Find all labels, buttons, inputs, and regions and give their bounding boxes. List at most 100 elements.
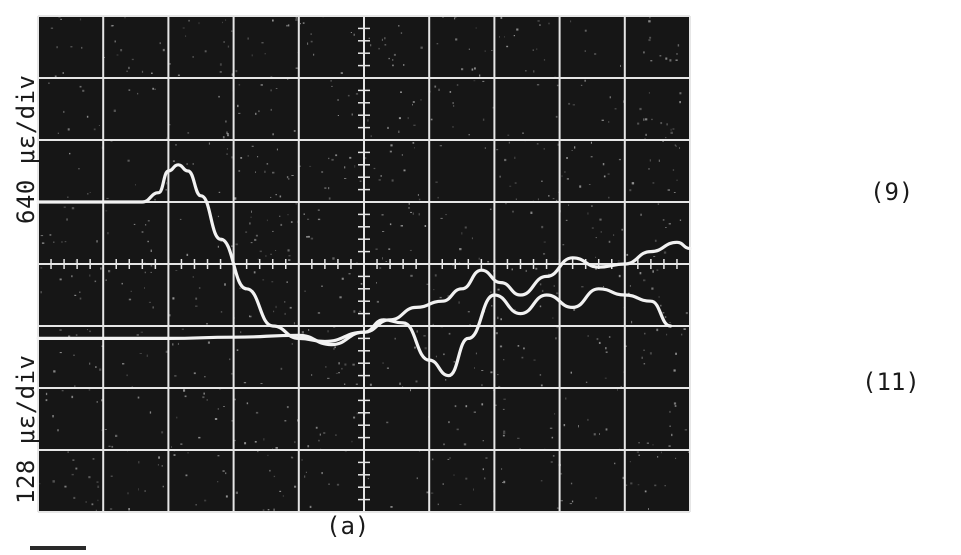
- noise-speck: [388, 248, 391, 250]
- noise-speck: [667, 189, 670, 191]
- noise-speck: [141, 70, 144, 73]
- series-label-9: (9): [870, 178, 914, 206]
- noise-speck: [254, 238, 257, 241]
- noise-speck: [679, 101, 681, 104]
- noise-speck: [110, 24, 113, 27]
- noise-speck: [389, 150, 392, 153]
- noise-speck: [295, 17, 298, 19]
- noise-speck: [454, 405, 457, 408]
- noise-speck: [229, 358, 231, 361]
- noise-speck: [300, 23, 301, 25]
- noise-speck: [430, 492, 434, 494]
- noise-speck: [620, 64, 621, 67]
- noise-speck: [287, 249, 290, 252]
- noise-speck: [272, 133, 274, 136]
- noise-speck: [663, 251, 667, 254]
- noise-speck: [198, 22, 200, 25]
- noise-speck: [497, 374, 499, 376]
- noise-speck: [69, 152, 71, 155]
- noise-speck: [198, 287, 201, 289]
- noise-speck: [555, 115, 558, 118]
- noise-speck: [622, 476, 625, 480]
- noise-speck: [398, 130, 400, 133]
- noise-speck: [648, 39, 651, 42]
- noise-speck: [443, 353, 445, 356]
- noise-speck: [654, 239, 657, 242]
- corner-mark: [30, 546, 86, 550]
- noise-speck: [222, 136, 225, 139]
- noise-speck: [657, 456, 659, 458]
- noise-speck: [376, 282, 377, 284]
- noise-speck: [602, 163, 605, 166]
- noise-speck: [305, 471, 307, 473]
- noise-speck: [100, 267, 102, 270]
- noise-speck: [410, 389, 411, 392]
- noise-speck: [154, 88, 156, 90]
- noise-speck: [408, 202, 410, 205]
- noise-speck: [651, 118, 653, 121]
- noise-speck: [653, 256, 656, 257]
- noise-speck: [646, 442, 649, 444]
- noise-speck: [385, 261, 388, 262]
- noise-speck: [183, 389, 186, 392]
- noise-speck: [560, 500, 563, 502]
- noise-speck: [672, 128, 675, 130]
- noise-speck: [484, 147, 486, 149]
- noise-speck: [206, 399, 208, 401]
- noise-speck: [293, 322, 295, 325]
- noise-speck: [130, 290, 132, 292]
- noise-speck: [338, 372, 340, 374]
- noise-speck: [128, 66, 130, 70]
- noise-speck: [124, 16, 126, 19]
- noise-speck: [676, 53, 678, 55]
- noise-speck: [309, 165, 312, 167]
- noise-speck: [674, 144, 676, 146]
- noise-speck: [666, 333, 668, 336]
- noise-speck: [468, 134, 470, 136]
- noise-speck: [231, 73, 233, 76]
- noise-speck: [394, 337, 396, 340]
- noise-speck: [121, 282, 123, 285]
- noise-speck: [321, 285, 323, 287]
- noise-speck: [515, 198, 517, 200]
- noise-speck: [670, 131, 673, 134]
- noise-speck: [360, 283, 363, 285]
- noise-speck: [536, 48, 538, 51]
- noise-speck: [247, 155, 249, 157]
- noise-speck: [225, 472, 227, 475]
- noise-speck: [407, 117, 409, 120]
- noise-speck: [137, 92, 139, 95]
- noise-speck: [563, 424, 566, 427]
- noise-speck: [54, 75, 57, 78]
- noise-speck: [435, 181, 438, 183]
- noise-speck: [447, 295, 450, 298]
- noise-speck: [286, 406, 289, 409]
- noise-speck: [294, 485, 297, 488]
- noise-speck: [554, 413, 556, 415]
- noise-speck: [251, 54, 253, 57]
- noise-speck: [514, 182, 517, 184]
- noise-speck: [349, 156, 352, 159]
- noise-speck: [45, 399, 48, 402]
- noise-speck: [75, 467, 78, 470]
- noise-speck: [335, 154, 338, 157]
- noise-speck: [507, 134, 510, 136]
- noise-speck: [245, 231, 248, 233]
- noise-speck: [237, 104, 239, 108]
- noise-speck: [584, 29, 587, 32]
- noise-speck: [355, 383, 358, 385]
- noise-speck: [328, 187, 330, 190]
- noise-speck: [426, 491, 429, 494]
- noise-speck: [240, 331, 242, 334]
- noise-speck: [328, 157, 330, 160]
- noise-speck: [629, 189, 632, 192]
- noise-speck: [474, 367, 475, 369]
- noise-speck: [673, 369, 676, 372]
- noise-speck: [295, 203, 297, 205]
- noise-speck: [89, 274, 91, 277]
- noise-speck: [217, 215, 219, 218]
- noise-speck: [540, 480, 543, 482]
- noise-speck: [50, 27, 54, 29]
- noise-speck: [375, 248, 378, 250]
